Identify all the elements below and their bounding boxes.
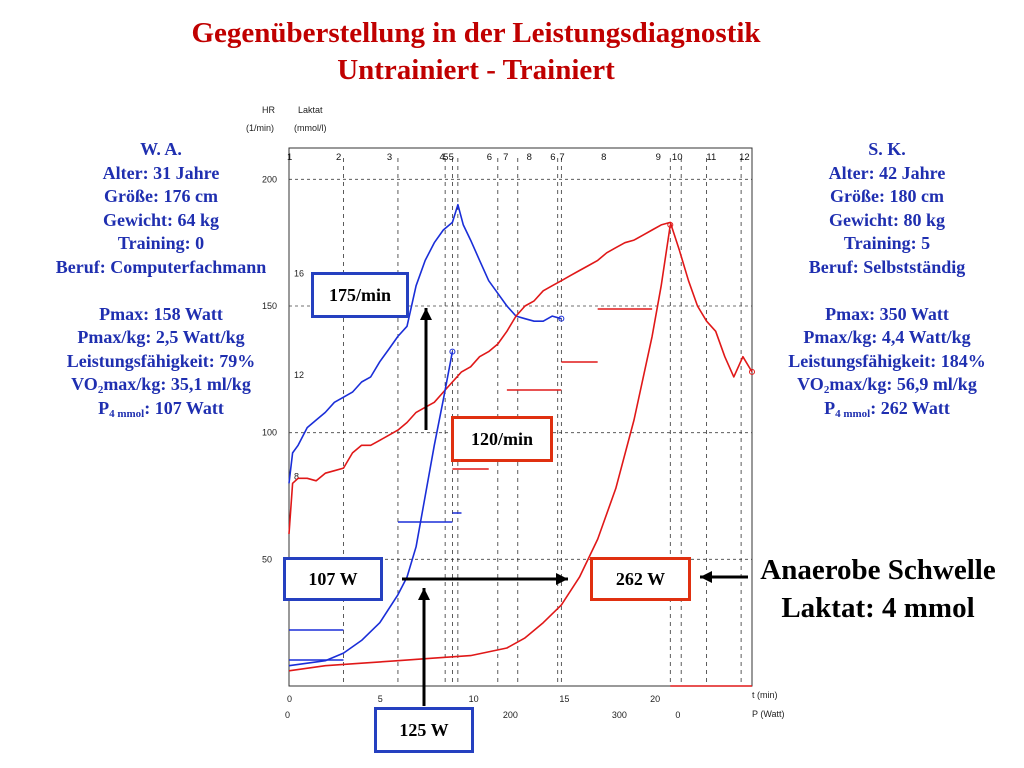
person-job: Beruf: Computerfachmann xyxy=(55,256,267,277)
hr-tick-label: 200 xyxy=(262,174,277,184)
stage-marker: 1 xyxy=(287,152,292,163)
person-pmax: Pmax: 350 Watt xyxy=(825,303,949,324)
series-line-heart-rate-trained xyxy=(288,221,753,535)
time-tick-label: 15 xyxy=(559,694,569,704)
person-age: Alter: 31 Jahre xyxy=(102,162,220,183)
person-pmax-kg: Pmax/kg: 4,4 Watt/kg xyxy=(803,327,971,347)
person-height: Größe: 176 cm xyxy=(104,186,218,206)
series-endpoint xyxy=(449,348,456,355)
person-name: W. A. xyxy=(140,139,182,159)
stage-marker: 5 xyxy=(449,152,454,163)
stage-marker: 11 xyxy=(706,152,716,163)
power-tick-label: 300 xyxy=(612,710,627,720)
person-training: Training: 0 xyxy=(117,233,205,253)
time-tick-label: 10 xyxy=(469,694,479,704)
hr-tick-label: 50 xyxy=(262,554,272,564)
arrow-107-to-262-head xyxy=(556,573,568,585)
series-line-lactate-untrained xyxy=(288,351,454,667)
series-endpoint xyxy=(558,315,565,322)
lactate-tick-label: 8 xyxy=(294,471,299,481)
anaerobic-line2: Laktat: 4 mmol xyxy=(781,592,975,624)
callout-107w: 107 W xyxy=(283,557,383,601)
callout-125w: 125 W xyxy=(374,707,474,753)
person-age: Alter: 42 Jahre xyxy=(828,162,946,183)
stage-marker: 6 xyxy=(487,152,492,163)
callout-hr-175: 175/min xyxy=(311,272,409,318)
person-name: S. K. xyxy=(868,139,906,159)
person-capacity: Leistungsfähigkeit: 184% xyxy=(788,350,986,371)
series-endpoint xyxy=(667,221,674,228)
anaerobic-line1: Anaerobe Schwelle xyxy=(760,554,996,586)
person-capacity: Leistungsfähigkeit: 79% xyxy=(66,350,256,371)
power-tick-label: 0 xyxy=(285,710,290,720)
person-vo2max: VO2max/kg: 56,9 ml/kg xyxy=(797,374,977,396)
time-tick-label: 0 xyxy=(287,694,292,704)
person-pmax: Pmax: 158 Watt xyxy=(99,303,223,324)
axis-label-hr: HR xyxy=(262,105,275,115)
slide-title-line2: Untrainiert - Trainiert xyxy=(337,54,615,86)
axis-label-power: P (Watt) xyxy=(752,709,785,719)
power-tick-label: 200 xyxy=(503,710,518,720)
axis-label-time: t (min) xyxy=(752,690,778,700)
power-tick-label: 0 xyxy=(675,710,680,720)
stage-marker: 4 xyxy=(440,152,445,163)
axis-label-hr-unit: (1/min) xyxy=(246,123,274,133)
stage-marker: 9 xyxy=(656,152,661,163)
stage-marker: 5 xyxy=(443,152,448,163)
stage-marker: 10 xyxy=(672,152,683,163)
hr-tick-label: 150 xyxy=(262,301,277,311)
stage-marker: 6 xyxy=(550,152,555,163)
axis-label-lactate: Laktat xyxy=(298,105,323,115)
series-endpoint xyxy=(749,368,755,375)
arrow-125-up-head xyxy=(418,588,430,600)
stage-marker: 8 xyxy=(601,152,606,163)
person-height: Größe: 180 cm xyxy=(830,186,944,206)
left-person-info: W. A. Alter: 31 Jahre Größe: 176 cm Gewi… xyxy=(16,138,306,420)
arrow-anaerob-to-262-head xyxy=(700,571,712,583)
axis-label-lactate-unit: (mmol/l) xyxy=(294,123,327,133)
person-training: Training: 5 xyxy=(843,233,931,253)
stage-marker: 8 xyxy=(527,152,532,163)
person-weight: Gewicht: 80 kg xyxy=(829,209,945,230)
lactate-tick-label: 12 xyxy=(294,370,304,380)
time-tick-label: 20 xyxy=(650,694,660,704)
series-line-heart-rate-untrained xyxy=(288,203,562,484)
stage-marker: 3 xyxy=(387,152,392,163)
stage-marker: 7 xyxy=(503,152,508,163)
stage-marker: 2 xyxy=(336,152,341,163)
person-job: Beruf: Selbstständig xyxy=(808,256,966,277)
plot-frame xyxy=(288,147,753,687)
stage-marker: 12 xyxy=(739,152,750,163)
hr-tick-label: 100 xyxy=(262,428,277,438)
arrow-hr-up-head xyxy=(420,308,432,320)
person-weight: Gewicht: 64 kg xyxy=(103,209,219,230)
callout-262w: 262 W xyxy=(590,557,691,601)
series-line-lactate-trained xyxy=(288,224,672,672)
person-p4: P4 mmol: 262 Watt xyxy=(824,397,950,420)
lactate-tick-label: 16 xyxy=(294,269,304,279)
person-vo2max: VO2max/kg: 35,1 ml/kg xyxy=(71,374,251,396)
slide-title-line1: Gegenüberstellung in der Leistungsdiagno… xyxy=(191,17,761,49)
person-pmax-kg: Pmax/kg: 2,5 Watt/kg xyxy=(77,327,245,347)
time-tick-label: 5 xyxy=(378,694,383,704)
right-person-info: S. K. Alter: 42 Jahre Größe: 180 cm Gewi… xyxy=(760,138,1014,420)
person-p4: P4 mmol: 107 Watt xyxy=(98,397,224,420)
anaerobic-threshold-label: Anaerobe Schwelle Laktat: 4 mmol xyxy=(748,551,1008,627)
callout-hr-120: 120/min xyxy=(451,416,553,462)
stage-marker: 7 xyxy=(559,152,564,163)
